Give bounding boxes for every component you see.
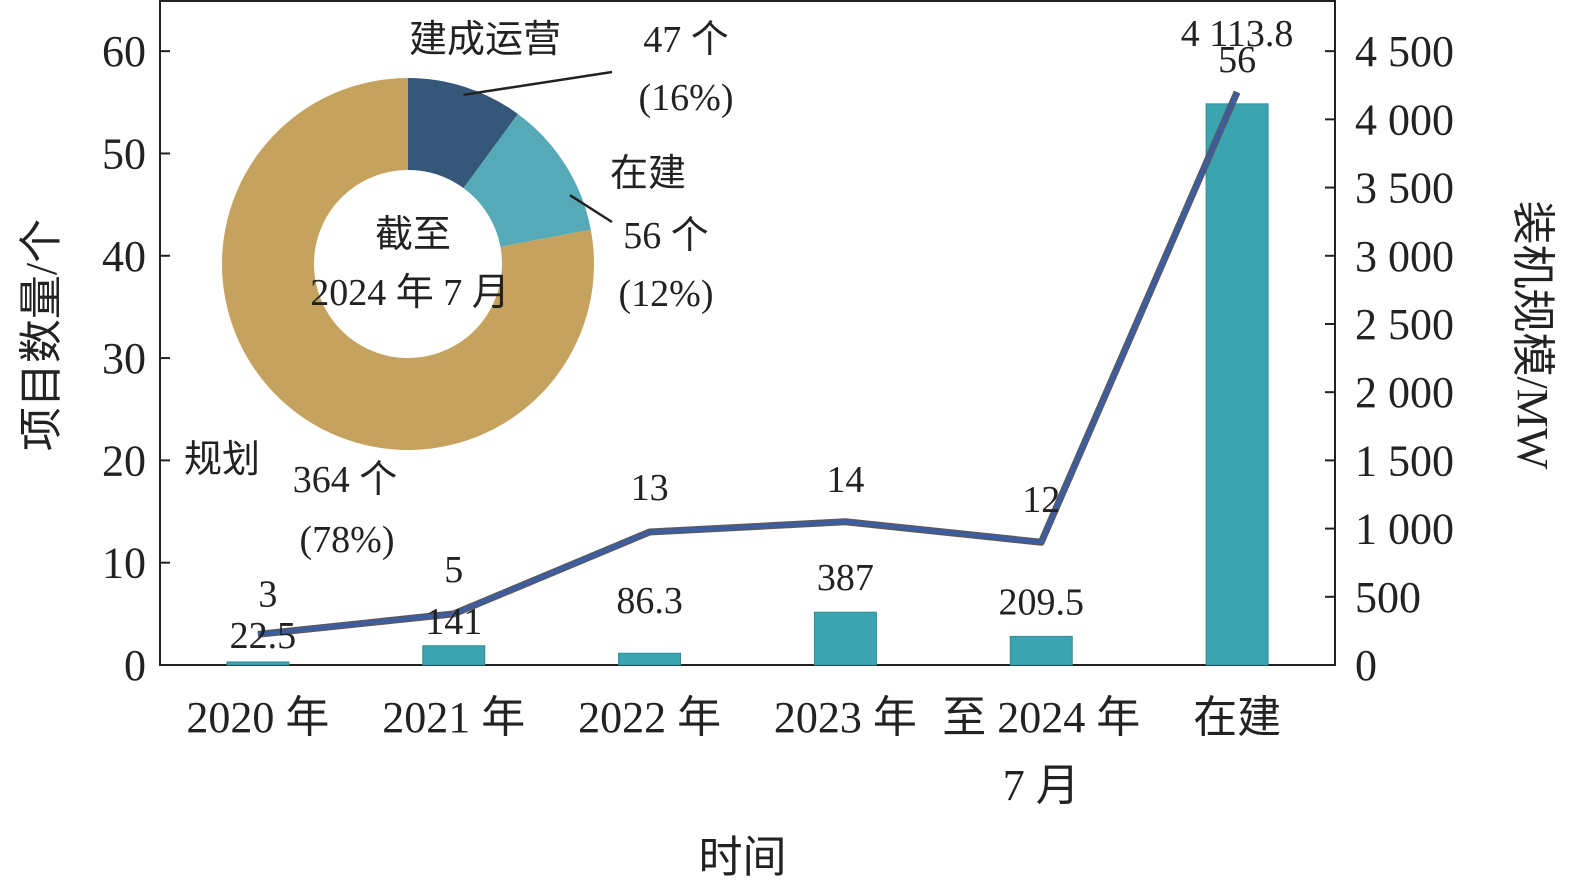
slice-count-label: 47 个 — [643, 19, 729, 61]
x-tick-label: 至 2024 年 — [942, 693, 1140, 742]
bar-value-label: 4 113.8 — [1181, 13, 1294, 55]
bar — [422, 645, 486, 666]
line-value-label: 3 — [258, 573, 277, 615]
donut-center-label: 截至 — [375, 214, 451, 256]
x-tick-label: 在建 — [1193, 693, 1281, 742]
line-value-label: 13 — [631, 467, 669, 509]
right-tick-label: 4 000 — [1355, 95, 1454, 144]
bar-value-label: 141 — [425, 601, 482, 643]
bar-value-label: 387 — [817, 557, 874, 599]
data-labels: 3 5 13 14 12 56 22.5 141 86.3 387 209.5 4 113.8 — [230, 13, 1294, 657]
line-value-label: 14 — [826, 459, 864, 501]
slice-percent-label: (16%) — [639, 77, 734, 119]
bar — [618, 652, 682, 666]
bar-value-label: 209.5 — [999, 581, 1085, 623]
x-axis-title: 时间 — [699, 833, 787, 882]
line-value-label: 56 — [1218, 39, 1256, 81]
bar — [1205, 103, 1269, 666]
left-tick-label: 10 — [102, 539, 146, 588]
left-tick-label: 60 — [102, 27, 146, 76]
left-tick-label: 0 — [124, 641, 146, 690]
donut-slice — [408, 78, 518, 189]
left-tick-label: 30 — [102, 334, 146, 383]
slice-name-label: 建成运营 — [409, 19, 561, 61]
right-tick-label: 2 500 — [1355, 300, 1454, 349]
slice-percent-label: (78%) — [300, 519, 395, 561]
line-series — [257, 90, 1241, 638]
right-tick-label: 500 — [1355, 573, 1421, 622]
left-tick-label: 20 — [102, 436, 146, 485]
bar-value-label: 22.5 — [230, 615, 297, 657]
right-tick-label: 1 500 — [1355, 436, 1454, 485]
x-tick-label: 2022 年 — [578, 693, 721, 742]
axes: 0 10 20 30 40 50 60 0 500 1 000 1 500 2 000 2 500 3 0… — [17, 0, 1557, 882]
leader-line — [463, 70, 613, 97]
right-tick-label: 4 500 — [1355, 27, 1454, 76]
line-value-label: 5 — [444, 549, 463, 591]
bar — [226, 661, 290, 666]
y-axis-title-right: 装机规模/MW — [1508, 201, 1557, 470]
leader-line — [569, 194, 613, 224]
x-tick-label: 2020 年 — [186, 693, 329, 742]
x-tick-label: 7 月 — [1003, 761, 1080, 810]
right-tick-label: 2 000 — [1355, 368, 1454, 417]
slice-count-label: 364 个 — [293, 459, 398, 501]
bars — [226, 103, 1269, 666]
y-axis-title-left: 项目数量/个 — [17, 219, 66, 451]
right-tick-label: 0 — [1355, 641, 1377, 690]
x-tick-label: 2023 年 — [774, 693, 917, 742]
donut-chart: 截至 2024 年 7 月 建成运营 47 个 (16%) 在建 56 个 (12%) 规划 36… — [184, 19, 733, 561]
slice-count-label: 56 个 — [623, 215, 709, 257]
x-tick-label: 2021 年 — [382, 693, 525, 742]
slice-name-label: 规划 — [184, 439, 260, 481]
right-tick-label: 3 000 — [1355, 232, 1454, 281]
donut-slice — [221, 78, 594, 450]
left-tick-label: 40 — [102, 232, 146, 281]
bar — [813, 611, 877, 666]
bar — [1009, 635, 1073, 666]
bar-value-label: 86.3 — [616, 580, 683, 622]
donut-slice — [463, 113, 591, 247]
line-value-label: 12 — [1022, 479, 1060, 521]
plot-frame — [159, 0, 1336, 666]
left-tick-label: 50 — [102, 129, 146, 178]
slice-percent-label: (12%) — [619, 273, 714, 315]
line-path — [257, 91, 1239, 637]
right-tick-label: 1 000 — [1355, 505, 1454, 554]
right-tick-label: 3 500 — [1355, 164, 1454, 213]
donut-center-label: 2024 年 7 月 — [310, 272, 510, 314]
slice-name-label: 在建 — [610, 153, 686, 195]
